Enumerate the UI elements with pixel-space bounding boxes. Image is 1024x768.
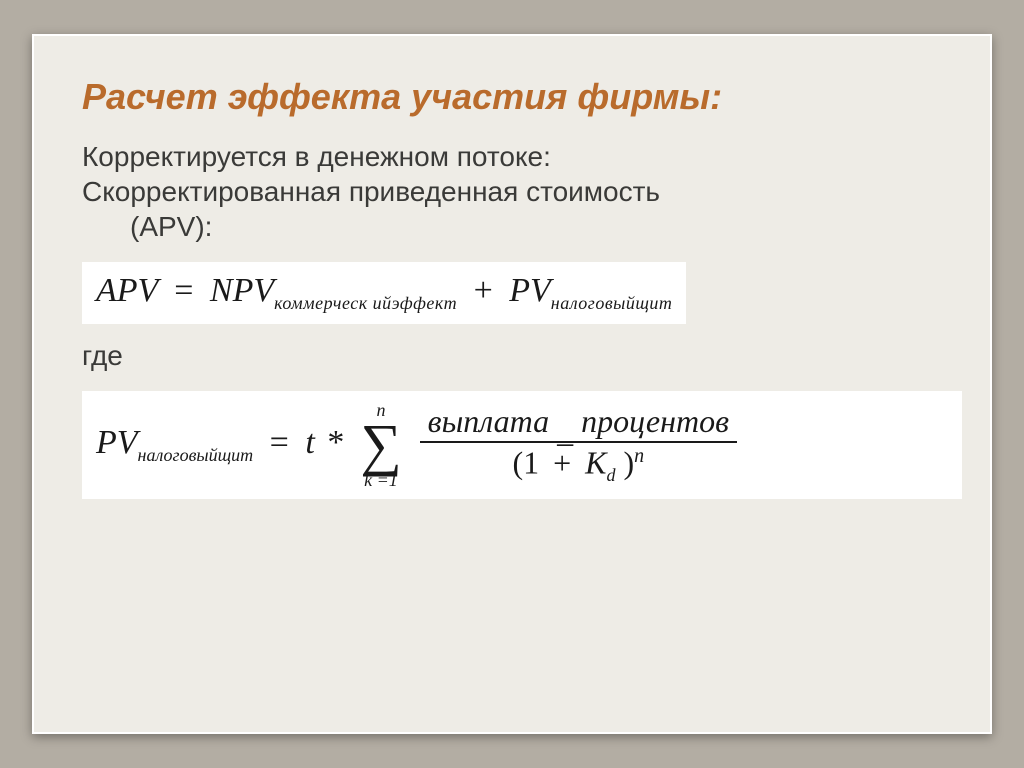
f2-den-sup: n [634, 445, 644, 467]
f2-sum-lower: k =1 [364, 471, 398, 489]
f2-equals: = [262, 424, 297, 461]
f1-term2: PV [509, 272, 551, 309]
f2-sigma-icon: ∑ [360, 419, 401, 471]
f2-num-underscore: _ [557, 413, 573, 449]
f1-lhs: APV [96, 272, 158, 309]
f1-term1: NPV [210, 272, 274, 309]
slide-title: Расчет эффекта участия фирмы: [82, 76, 950, 117]
f2-star: * [323, 424, 348, 461]
body-line-1: Корректируется в денежном потоке: [82, 139, 950, 174]
f1-equals: = [166, 272, 201, 309]
formula-pv: PVналоговыйщит = t * n ∑ k =1 выплата _ … [82, 391, 962, 499]
f2-num-left: выплата [428, 403, 549, 439]
f2-den-open: (1 [512, 445, 539, 481]
f1-plus: + [466, 272, 501, 309]
body-where: где [82, 338, 950, 373]
slide: Расчет эффекта участия фирмы: Корректиру… [32, 34, 992, 734]
f2-den-close: ) [624, 445, 635, 481]
f2-t: t [305, 424, 314, 461]
f2-den-d: d [607, 466, 616, 486]
f2-fraction: выплата _ процентов (1 + Kd )n [420, 402, 737, 488]
f2-lhs: PV [96, 424, 138, 461]
body-line-2: Скорректированная приведенная стоимость [82, 174, 950, 209]
formula-apv: APV = NPVкоммерческ ийэффект + PVналогов… [82, 262, 686, 324]
f2-den-k: K [585, 445, 606, 481]
f1-term1-sub: коммерческ ийэффект [274, 293, 457, 313]
f2-lhs-sub: налоговыйщит [138, 445, 254, 465]
f2-num-right: процентов [581, 403, 729, 439]
f1-term2-sub: налоговыйщит [551, 293, 673, 313]
body-line-3: (APV): [82, 209, 950, 244]
f2-sum: n ∑ k =1 [360, 401, 401, 489]
f2-den-plus: + [547, 445, 577, 481]
